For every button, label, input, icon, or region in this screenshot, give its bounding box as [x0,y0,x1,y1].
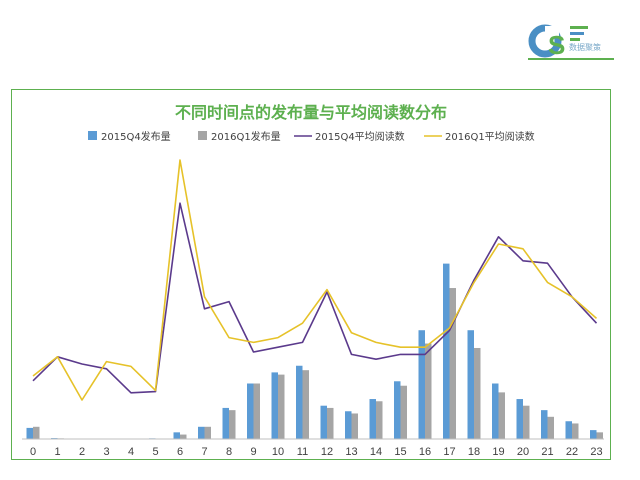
legend-label: 2015Q4平均阅读数 [315,130,405,143]
bar [247,383,254,439]
bar [572,423,579,439]
bar [278,374,285,439]
legend: 2015Q4发布量 2016Q1发布量 2015Q4平均阅读数 2016Q1平均阅读数 [88,130,535,143]
bar [320,405,327,439]
x-tick-label: 1 [54,446,60,458]
bar [376,401,383,439]
bar [596,432,603,439]
bar [523,405,530,439]
bar [351,413,358,439]
x-tick-label: 4 [128,446,134,458]
bar [400,385,407,439]
bar [180,434,187,439]
x-tick-label: 13 [345,446,357,458]
legend-swatch [88,131,97,140]
bar [590,430,597,439]
x-tick-label: 19 [492,446,504,458]
bar [26,427,33,439]
chart-title: 不同时间点的发布量与平均阅读数分布 [174,103,447,122]
x-tick-label: 0 [30,446,36,458]
bar [253,383,260,439]
bar [271,372,278,439]
bar [498,392,505,439]
bar [467,330,474,439]
x-tick-label: 16 [419,446,431,458]
series-line [32,159,598,401]
legend-label: 2016Q1发布量 [211,130,281,143]
bar [443,263,450,439]
bar [229,410,236,439]
x-tick-label: 2 [79,446,85,458]
legend-swatch [198,131,207,140]
bar [302,370,309,439]
x-tick-label: 9 [250,446,256,458]
legend-label: 2016Q1平均阅读数 [445,130,535,143]
bar [541,410,548,439]
bar [296,365,303,439]
legend-label: 2015Q4发布量 [101,130,171,143]
x-tick-label: 5 [152,446,158,458]
x-tick-label: 6 [177,446,183,458]
bars [26,263,603,439]
bar [327,407,334,439]
bar [449,288,456,439]
bar [204,426,211,439]
bar [474,347,481,439]
x-tick-label: 15 [394,446,406,458]
x-tick-label: 12 [321,446,333,458]
logo-underline [528,58,614,60]
bar [369,399,376,439]
bar [565,421,572,439]
x-tick-label: 23 [590,446,602,458]
bar [425,343,432,439]
brand-logo: S [528,24,588,60]
bar [516,399,523,439]
x-tick-label: 17 [443,446,455,458]
bar [222,407,229,439]
bar [492,383,499,439]
x-tick-label: 20 [517,446,529,458]
logo-text: 数据聚策 [569,43,601,52]
x-tick-label: 8 [226,446,232,458]
bar [418,330,425,439]
bar [394,381,401,439]
bar [173,432,180,439]
bar [547,416,554,439]
x-tick-label: 14 [370,446,382,458]
x-tick-label: 22 [566,446,578,458]
x-tick-labels: 0 1 2 3 4 5 6 7 8 9 10 11 12 13 14 15 16 17 18 19 20 21 22 23 [30,446,603,458]
series-line [32,202,598,394]
x-tick-label: 11 [297,446,308,458]
lines [32,159,598,401]
bar [198,426,205,439]
x-tick-label: 10 [272,446,284,458]
x-tick-label: 7 [201,446,207,458]
chart-frame [11,89,611,460]
x-tick-label: 18 [468,446,480,458]
bar [33,426,40,439]
x-tick-label: 3 [103,446,109,458]
bar [345,411,352,439]
svg-text:S: S [548,30,565,60]
x-tick-label: 21 [541,446,553,458]
